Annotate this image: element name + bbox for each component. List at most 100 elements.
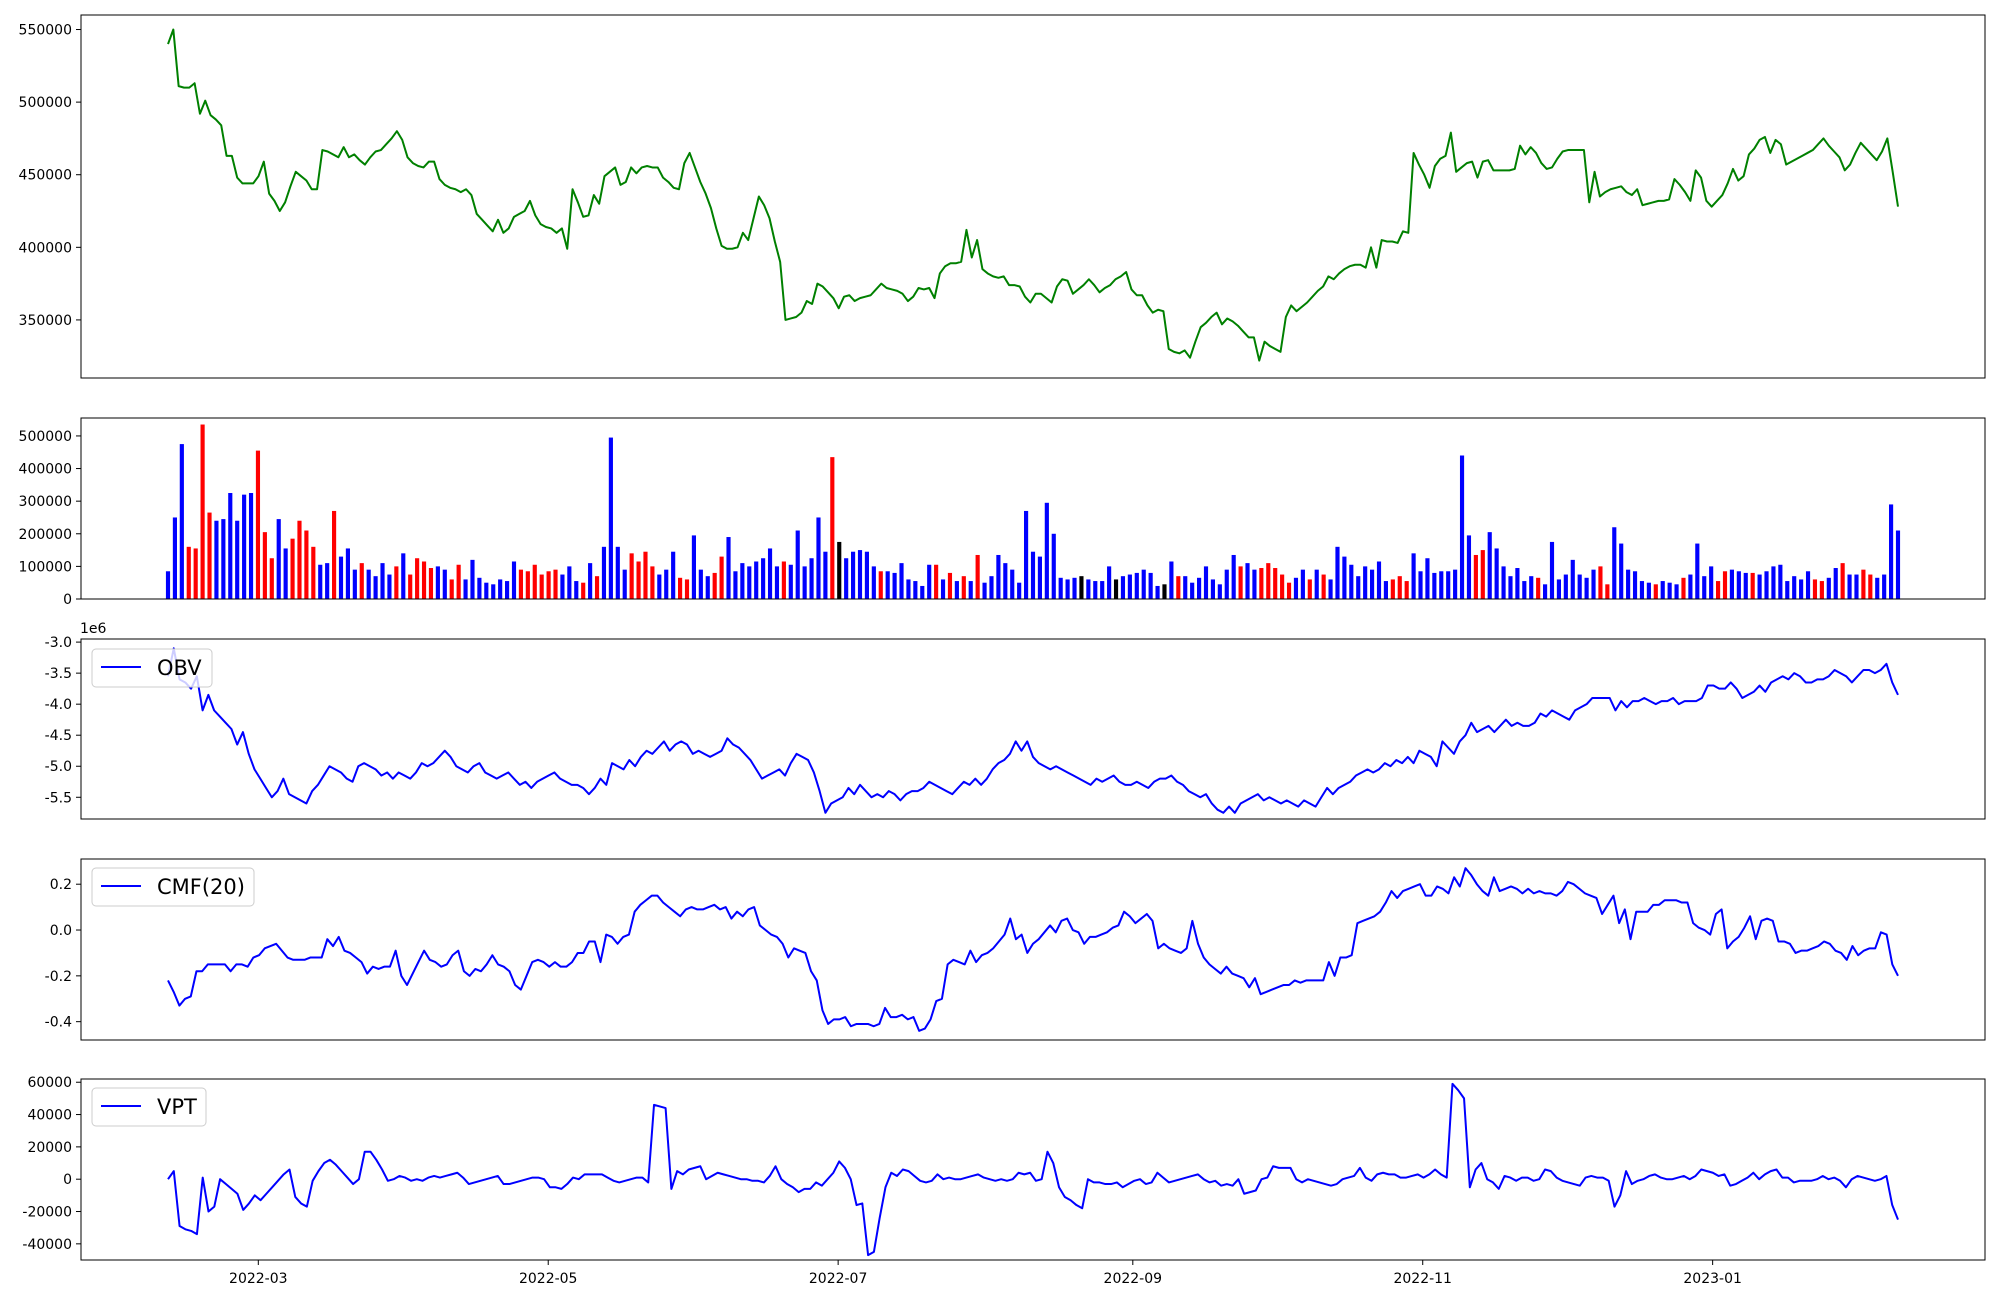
obv-series-line — [167, 647, 1899, 814]
volume-bar-125 — [1030, 551, 1036, 599]
volume-bar-67 — [629, 553, 634, 599]
volume-bar-155 — [1238, 566, 1243, 599]
volume-bar-116 — [968, 581, 973, 599]
volume-bar-187 — [1459, 455, 1465, 599]
volume-bar-190 — [1480, 550, 1485, 599]
volume-bar-153 — [1224, 569, 1229, 599]
volume-bar-142 — [1148, 572, 1153, 599]
volume-bar-165 — [1307, 579, 1312, 599]
volume-bar-100 — [857, 550, 863, 599]
volume-bar-94 — [816, 517, 821, 599]
volume-bar-183 — [1432, 572, 1437, 599]
volume-ytick-label-3: 300000 — [19, 494, 72, 510]
volume-bar-238 — [1812, 579, 1818, 599]
volume-bar-191 — [1487, 532, 1492, 599]
vpt-ytick-label-3: 20000 — [27, 1140, 72, 1156]
volume-bar-226 — [1729, 569, 1734, 599]
volume-bar-228 — [1743, 572, 1748, 599]
volume-bar-164 — [1300, 569, 1305, 599]
volume-bar-210 — [1619, 543, 1624, 599]
volume-bar-136 — [1107, 566, 1112, 599]
volume-bar-80 — [719, 556, 724, 599]
volume-bar-39 — [435, 566, 440, 599]
volume-bar-217 — [1667, 582, 1672, 599]
volume-bar-83 — [740, 563, 745, 599]
volume-bar-50 — [511, 561, 517, 599]
volume-bar-177 — [1390, 579, 1395, 599]
volume-bar-52 — [525, 571, 530, 599]
price-ytick-label-3: 500000 — [19, 95, 72, 111]
price-panel: 350000 400000 450000 500000 550000 — [19, 14, 1986, 379]
volume-bar-179 — [1404, 581, 1409, 599]
volume-bar-140 — [1134, 572, 1139, 599]
volume-bar-133 — [1086, 579, 1091, 599]
volume-bar-216 — [1660, 581, 1665, 599]
volume-bar-73 — [671, 551, 676, 599]
volume-bar-201 — [1556, 579, 1561, 599]
volume-bar-85 — [754, 561, 759, 599]
volume-bar-200 — [1549, 541, 1555, 599]
volume-bar-63 — [601, 546, 607, 599]
volume-bar-3 — [186, 546, 191, 599]
volume-ytick-label-2: 200000 — [19, 527, 72, 543]
volume-bar-64 — [608, 437, 613, 599]
volume-bar-65 — [615, 546, 620, 599]
cmf-panel: -0.4 -0.2 0.0 0.2 CMF(20) — [45, 858, 1986, 1041]
volume-bar-21 — [311, 546, 316, 599]
obv-ytick-label-0: -5.5 — [45, 790, 72, 806]
volume-bar-18 — [290, 538, 295, 599]
volume-bar-45 — [477, 577, 482, 599]
price-series-line — [167, 28, 1899, 362]
cmf-legend-label: CMF(20) — [157, 875, 245, 899]
volume-bar-70 — [650, 566, 655, 599]
volume-bar-144 — [1162, 584, 1167, 599]
volume-bar-96 — [830, 457, 835, 599]
volume-bar-160 — [1273, 568, 1278, 599]
volume-bar-51 — [518, 569, 523, 599]
volume-bar-82 — [733, 571, 738, 599]
volume-bar-233 — [1778, 564, 1783, 599]
volume-bar-192 — [1494, 548, 1499, 599]
volume-bar-36 — [415, 558, 420, 599]
cmf-ytick-label-3: 0.2 — [50, 877, 72, 893]
volume-bar-244 — [1854, 574, 1859, 599]
volume-bar-151 — [1210, 579, 1215, 599]
vpt-ytick-label-0: -40000 — [22, 1237, 72, 1253]
volume-bar-86 — [761, 558, 766, 599]
volume-bar-242 — [1840, 563, 1845, 599]
volume-bar-106 — [899, 563, 904, 599]
volume-bar-11 — [242, 494, 247, 599]
volume-bar-107 — [906, 579, 911, 599]
volume-bar-149 — [1197, 577, 1202, 599]
volume-bar-211 — [1626, 569, 1631, 599]
volume-bar-115 — [961, 576, 966, 599]
volume-bar-37 — [421, 561, 427, 599]
volume-bar-122 — [1010, 569, 1015, 599]
volume-bar-175 — [1376, 561, 1382, 599]
volume-bar-174 — [1370, 569, 1375, 599]
volume-bar-195 — [1515, 568, 1520, 599]
volume-bar-32 — [387, 574, 392, 599]
volume-bar-9 — [228, 493, 233, 599]
xtick-label-5: 2023-01 — [1683, 1271, 1742, 1287]
volume-bar-204 — [1577, 574, 1582, 599]
volume-bar-71 — [657, 574, 662, 599]
volume-bar-22 — [318, 564, 323, 599]
price-ytick-label-1: 400000 — [19, 240, 72, 256]
volume-bar-230 — [1757, 574, 1762, 599]
volume-bar-188 — [1466, 535, 1472, 599]
volume-bar-99 — [851, 551, 856, 599]
volume-bar-245 — [1861, 569, 1866, 599]
volume-ytick-label-4: 400000 — [19, 462, 72, 478]
volume-bar-156 — [1245, 563, 1250, 599]
volume-bar-69 — [643, 551, 648, 599]
volume-bar-31 — [380, 563, 385, 599]
volume-bar-84 — [747, 566, 752, 599]
volume-bar-234 — [1785, 581, 1790, 599]
volume-bar-205 — [1584, 577, 1589, 599]
volume-bar-43 — [463, 579, 468, 599]
x-axis: 2022-03 2022-05 2022-07 2022-09 2022-11 2023-… — [229, 1260, 1742, 1287]
volume-bar-109 — [920, 585, 925, 599]
volume-bar-203 — [1570, 559, 1575, 599]
volume-bar-137 — [1113, 579, 1119, 599]
